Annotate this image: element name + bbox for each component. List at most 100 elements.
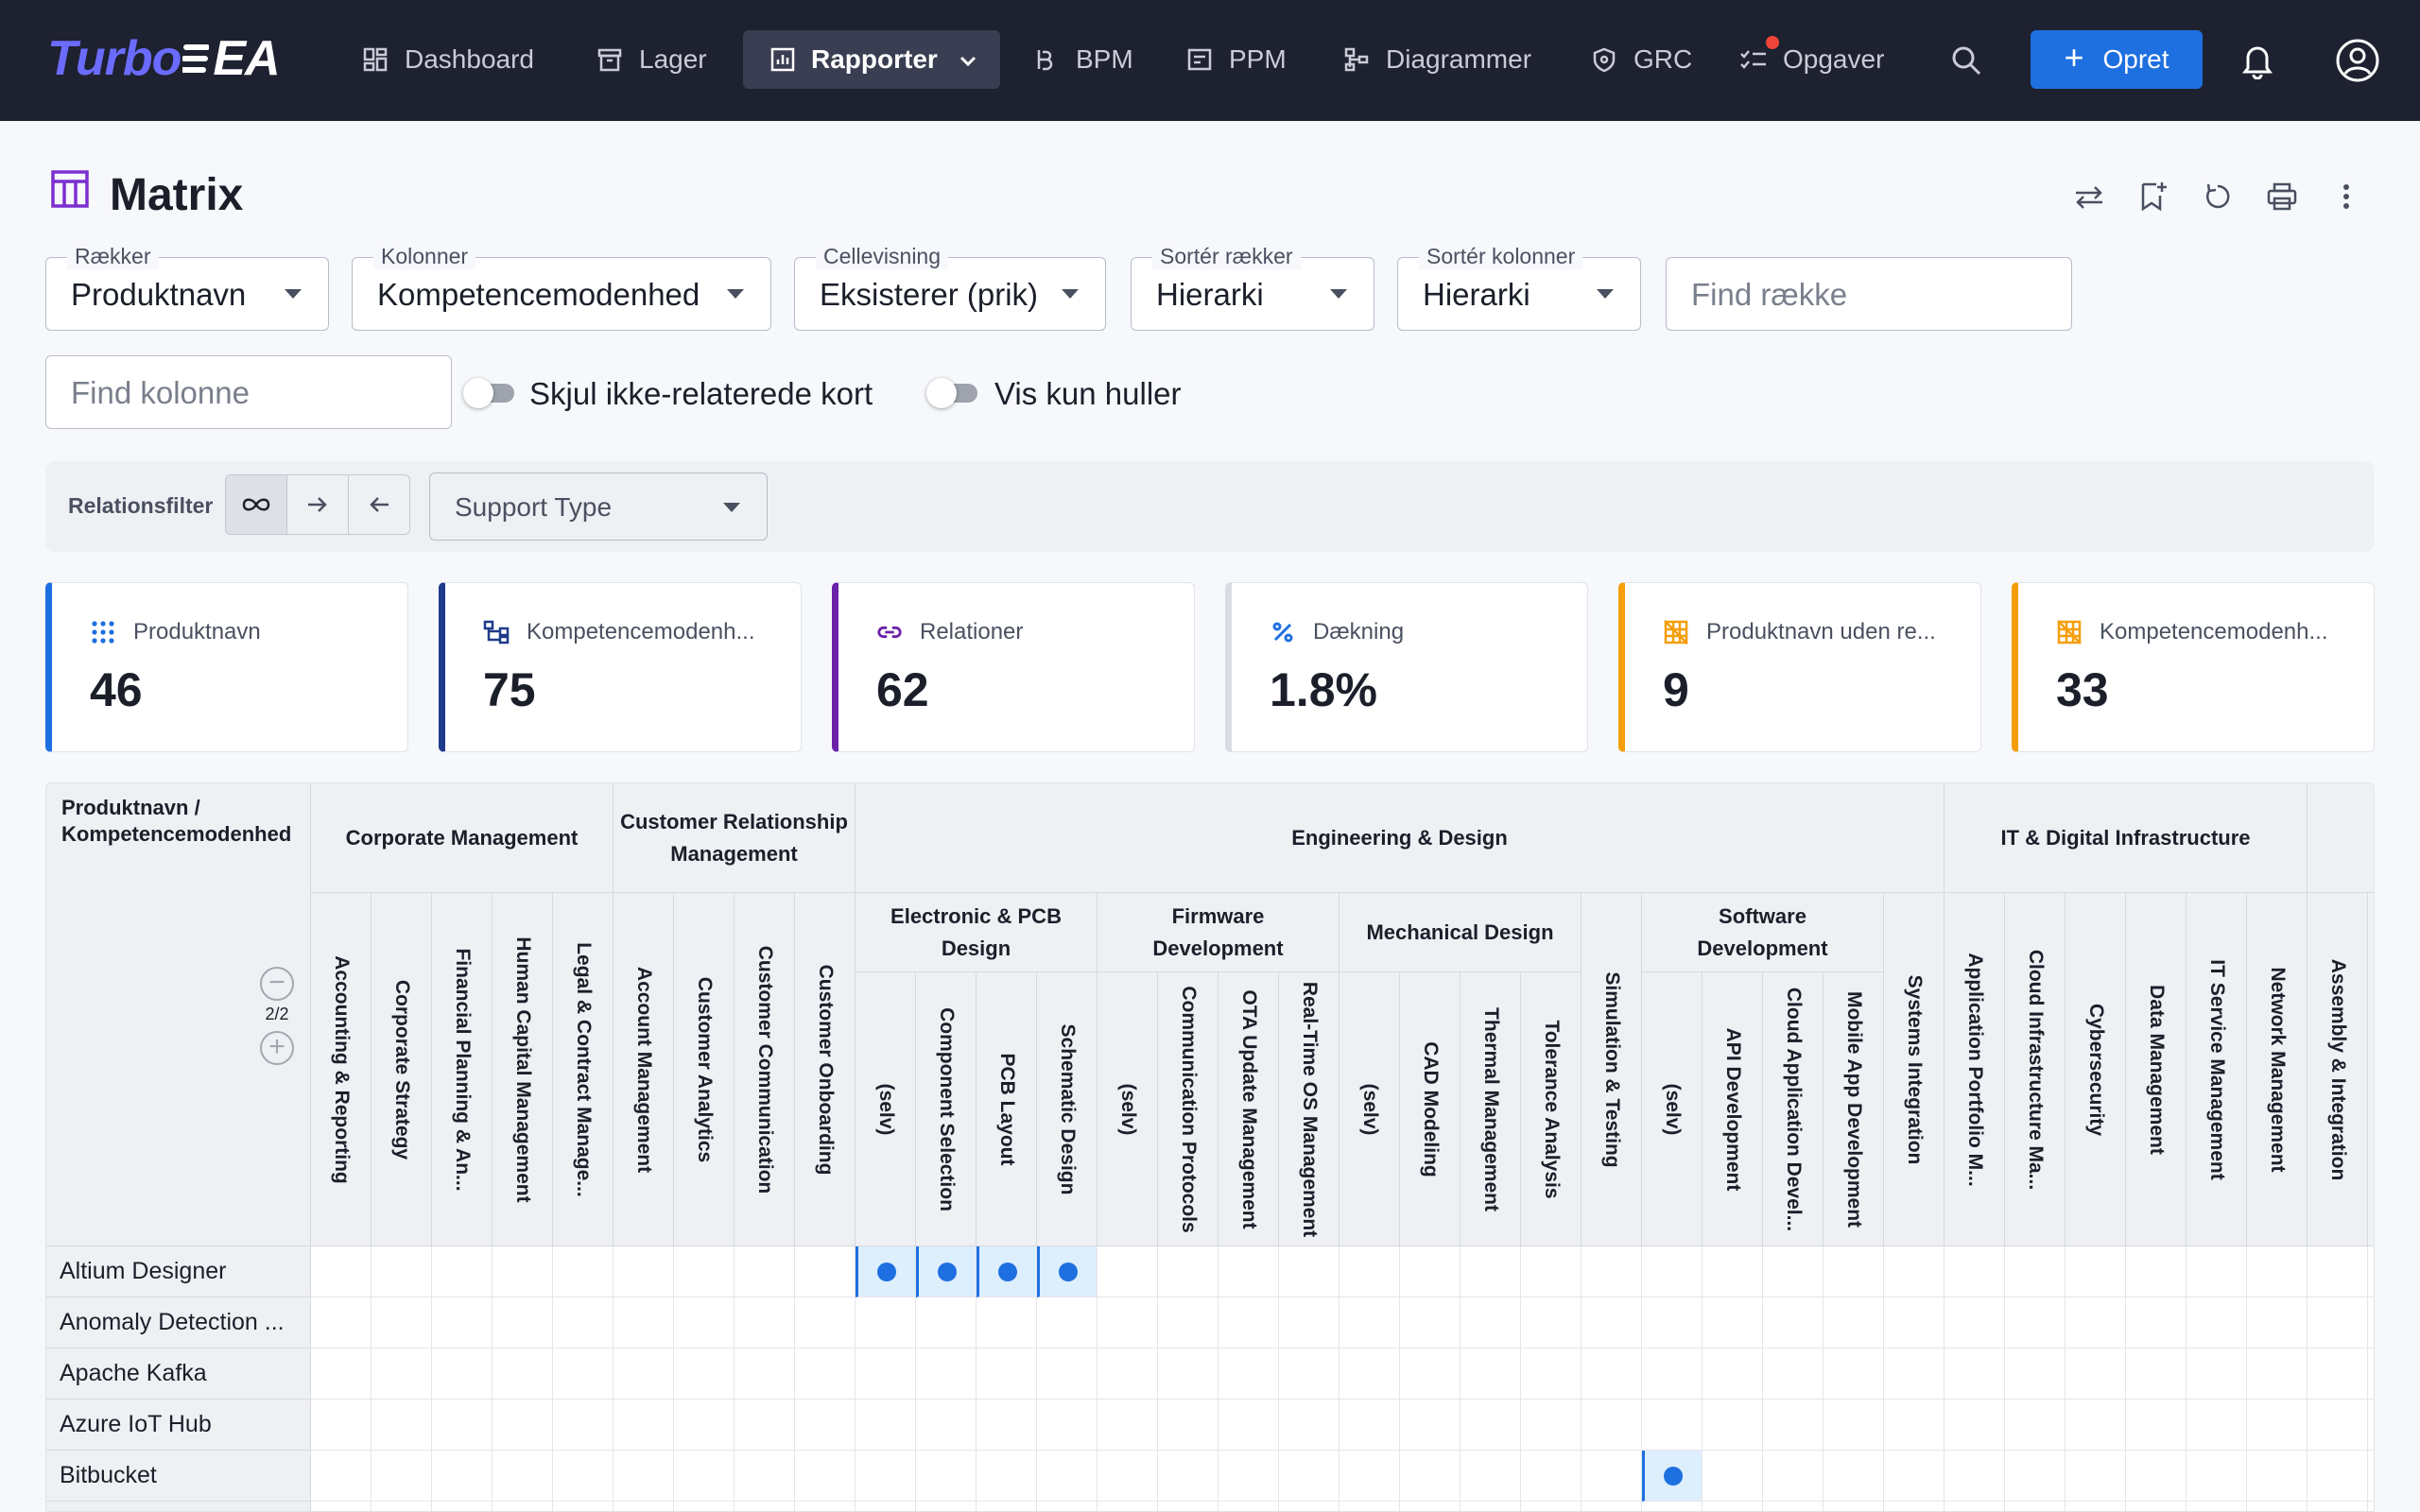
matrix-cell[interactable]: [2126, 1502, 2187, 1511]
matrix-cell[interactable]: [1521, 1297, 1582, 1349]
matrix-cell[interactable]: [1461, 1400, 1521, 1451]
column-group-header[interactable]: Corporate Management: [311, 783, 614, 893]
search-icon[interactable]: [1947, 42, 1985, 79]
matrix-cell[interactable]: [1158, 1349, 1219, 1400]
column-group-header[interactable]: IT & Digital Infrastructure: [1945, 783, 2308, 893]
matrix-cell[interactable]: [553, 1400, 614, 1451]
column-subgroup-header[interactable]: Mechanical Design: [1340, 893, 1582, 972]
matrix-cell[interactable]: [2368, 1451, 2374, 1502]
matrix-cell[interactable]: [1642, 1349, 1703, 1400]
columns-select[interactable]: Kolonner Kompetencemodenhed: [352, 244, 771, 331]
matrix-cell[interactable]: [2368, 1246, 2374, 1297]
matrix-cell[interactable]: [1884, 1349, 1945, 1400]
nav-rapporter[interactable]: Rapporter: [743, 30, 1000, 89]
find-column-input[interactable]: Find kolonne: [45, 355, 452, 429]
matrix-cell[interactable]: [735, 1451, 795, 1502]
matrix-cell[interactable]: [856, 1349, 916, 1400]
matrix-cell[interactable]: [372, 1502, 432, 1511]
account-icon[interactable]: [2335, 38, 2380, 83]
matrix-cell[interactable]: [1945, 1297, 2005, 1349]
matrix-cell[interactable]: [1098, 1451, 1158, 1502]
column-header[interactable]: Legal & Contract Manage...: [553, 893, 614, 1246]
matrix-cell[interactable]: [856, 1297, 916, 1349]
column-header[interactable]: Customer Communication: [735, 893, 795, 1246]
column-header[interactable]: [2368, 893, 2374, 1246]
matrix-cell[interactable]: [1279, 1297, 1340, 1349]
matrix-cell[interactable]: [553, 1451, 614, 1502]
bookmark-add-icon[interactable]: [2135, 178, 2172, 215]
matrix-cell[interactable]: [1582, 1246, 1642, 1297]
matrix-cell[interactable]: [2247, 1349, 2308, 1400]
matrix-cell[interactable]: [311, 1451, 372, 1502]
column-header[interactable]: (selv): [1098, 972, 1158, 1246]
column-header[interactable]: Human Capital Management: [493, 893, 553, 1246]
column-header[interactable]: Communication Protocols: [1158, 972, 1219, 1246]
matrix-cell[interactable]: [977, 1502, 1037, 1511]
matrix-cell[interactable]: [1763, 1451, 1824, 1502]
column-header[interactable]: Data Management: [2126, 893, 2187, 1246]
column-header[interactable]: Systems Integration: [1884, 893, 1945, 1246]
matrix-cell[interactable]: [2247, 1400, 2308, 1451]
matrix-cell[interactable]: [1582, 1297, 1642, 1349]
matrix-cell[interactable]: [1703, 1502, 1763, 1511]
matrix-cell[interactable]: [1340, 1502, 1400, 1511]
column-header[interactable]: IT Service Management: [2187, 893, 2247, 1246]
matrix-cell[interactable]: [1219, 1400, 1279, 1451]
matrix-cell[interactable]: [553, 1502, 614, 1511]
matrix-cell[interactable]: [1340, 1246, 1400, 1297]
column-header[interactable]: Customer Analytics: [674, 893, 735, 1246]
matrix-cell[interactable]: [2308, 1451, 2368, 1502]
matrix-cell[interactable]: [2187, 1246, 2247, 1297]
matrix-cell[interactable]: [493, 1502, 553, 1511]
matrix-cell[interactable]: [493, 1400, 553, 1451]
matrix-cell[interactable]: [795, 1400, 856, 1451]
matrix-cell[interactable]: [795, 1297, 856, 1349]
matrix-cell[interactable]: [1642, 1297, 1703, 1349]
row-header[interactable]: Apache Kafka: [46, 1349, 311, 1400]
column-subgroup-header[interactable]: Firmware Development: [1098, 893, 1340, 972]
matrix-cell[interactable]: [1824, 1246, 1884, 1297]
matrix-cell[interactable]: [493, 1349, 553, 1400]
matrix-cell[interactable]: [856, 1502, 916, 1511]
row-header[interactable]: Anomaly Detection ...: [46, 1297, 311, 1349]
column-header[interactable]: Schematic Design: [1037, 972, 1098, 1246]
matrix-cell[interactable]: [1884, 1502, 1945, 1511]
column-header[interactable]: Cybersecurity: [2066, 893, 2126, 1246]
matrix-cell[interactable]: [916, 1400, 977, 1451]
matrix-cell[interactable]: [2368, 1349, 2374, 1400]
matrix-cell[interactable]: [311, 1502, 372, 1511]
matrix-cell[interactable]: [1763, 1400, 1824, 1451]
matrix-cell[interactable]: [1098, 1297, 1158, 1349]
matrix-cell-related[interactable]: [977, 1246, 1037, 1297]
matrix-cell[interactable]: [1219, 1502, 1279, 1511]
matrix-cell[interactable]: [311, 1297, 372, 1349]
matrix-cell[interactable]: [735, 1349, 795, 1400]
matrix-cell[interactable]: [493, 1246, 553, 1297]
matrix-cell[interactable]: [1582, 1349, 1642, 1400]
matrix-cell[interactable]: [1461, 1349, 1521, 1400]
matrix-cell[interactable]: [1037, 1400, 1098, 1451]
matrix-cell[interactable]: [1219, 1451, 1279, 1502]
matrix-cell[interactable]: [1400, 1451, 1461, 1502]
column-header[interactable]: Cloud Infrastructure Ma...: [2005, 893, 2066, 1246]
matrix-cell[interactable]: [2005, 1297, 2066, 1349]
column-header[interactable]: Accounting & Reporting: [311, 893, 372, 1246]
create-button[interactable]: + Opret: [2031, 30, 2203, 89]
column-header[interactable]: (selv): [1642, 972, 1703, 1246]
matrix-cell[interactable]: [432, 1349, 493, 1400]
matrix-cell[interactable]: [1400, 1297, 1461, 1349]
matrix-cell[interactable]: [2126, 1400, 2187, 1451]
matrix-cell[interactable]: [1521, 1451, 1582, 1502]
matrix-cell[interactable]: [311, 1246, 372, 1297]
matrix-cell[interactable]: [432, 1297, 493, 1349]
matrix-cell[interactable]: [674, 1400, 735, 1451]
matrix-cell[interactable]: [2126, 1246, 2187, 1297]
both-directions-button[interactable]: [225, 474, 287, 535]
matrix-cell[interactable]: [1582, 1400, 1642, 1451]
matrix-cell[interactable]: [1763, 1349, 1824, 1400]
matrix-cell[interactable]: [1037, 1451, 1098, 1502]
matrix-cell[interactable]: [2126, 1451, 2187, 1502]
find-row-input[interactable]: Find række: [1666, 257, 2072, 331]
matrix-cell[interactable]: [735, 1297, 795, 1349]
matrix-cell[interactable]: [1400, 1502, 1461, 1511]
